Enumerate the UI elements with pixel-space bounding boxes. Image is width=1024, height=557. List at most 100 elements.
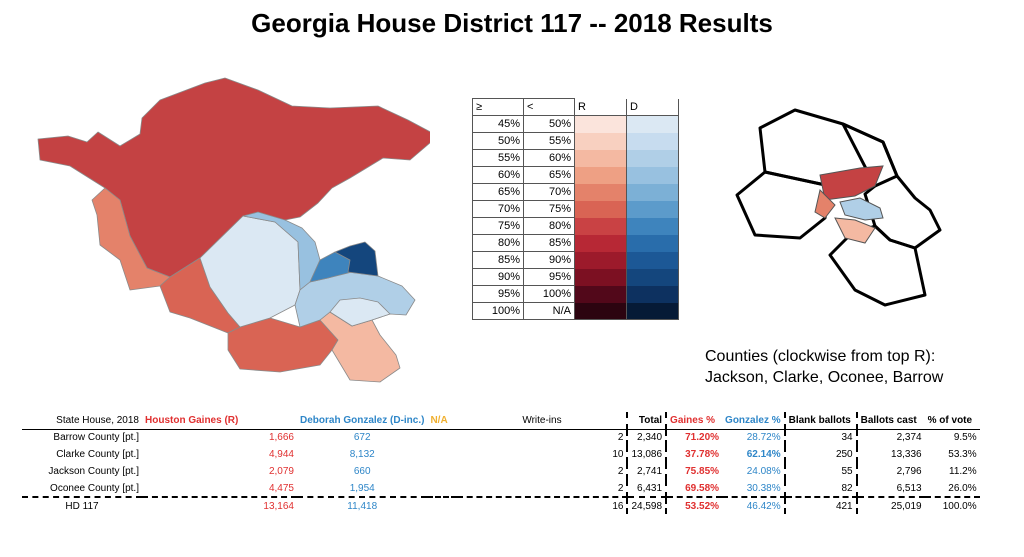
header-cell: Blank ballots [784, 412, 858, 430]
legend-row: 90% 95% [472, 268, 679, 286]
legend-r-swatch [574, 217, 627, 235]
legend-r-swatch [574, 268, 627, 286]
header-cell: Write-ins [457, 412, 629, 430]
legend-row: 55% 60% [472, 149, 679, 167]
table-cell: Clarke County [pt.] [56, 449, 139, 460]
header-cell: Houston Gaines (R) [142, 412, 297, 430]
legend-lower-bound: 70% [472, 200, 524, 218]
legend-upper-bound: 90% [523, 251, 575, 269]
legend-header-cell: D [626, 98, 679, 116]
table-cell: 2,741 [627, 463, 668, 480]
table-cell: 2 [457, 480, 629, 498]
table-cell: 34 [784, 429, 858, 446]
table-cell: 1,954 [297, 480, 428, 498]
table-cell: 16 [457, 497, 629, 514]
caption-line-2: Jackson, Clarke, Oconee, Barrow [705, 369, 944, 386]
legend-row: 85% 90% [472, 251, 679, 269]
table-cell: 13,164 [263, 500, 294, 512]
table-row: Oconee County [pt.] 4,475 1,954 2 6,431 69.58… [22, 480, 980, 498]
northwest-region [91, 187, 171, 291]
table-cell [427, 480, 458, 498]
legend-upper-bound: 55% [523, 132, 575, 150]
table-cell: 421 [784, 497, 858, 514]
table-row: Clarke County [pt.] 4,944 8,132 10 13,086 37.… [22, 446, 980, 463]
legend-row: 75% 80% [472, 217, 679, 235]
legend-d-swatch [626, 115, 679, 133]
table-cell: 2 [457, 429, 629, 446]
county-map [735, 108, 942, 307]
header-cell: % of vote [924, 412, 980, 430]
table-cell: 30.38% [722, 480, 786, 498]
legend-lower-bound: 75% [472, 217, 524, 235]
caption-line-1: Counties (clockwise from top R): [705, 348, 936, 365]
legend-lower-bound: 100% [472, 302, 524, 320]
legend-header-cell: R [574, 98, 627, 116]
district-south-shade [834, 217, 876, 244]
table-cell: Oconee County [pt.] [22, 480, 142, 498]
legend-header-cell: ≥ [472, 98, 524, 116]
barrow-county-outline [735, 170, 832, 240]
table-cell: 2,340 [627, 429, 668, 446]
legend-r-swatch [574, 285, 627, 303]
legend-lower-bound: 50% [472, 132, 524, 150]
table-cell: 2 [457, 463, 629, 480]
legend-r-swatch [574, 149, 627, 167]
table-cell: 55 [784, 463, 858, 480]
table-cell [427, 446, 457, 463]
legend-header-cell: < [523, 98, 575, 116]
legend-row: 95% 100% [472, 285, 679, 303]
legend-header-row: ≥ < R D [472, 98, 679, 116]
table-cell: 37.78% [685, 449, 720, 460]
header-cell: Deborah Gonzalez (D-inc.) [297, 412, 428, 430]
legend-upper-bound: 80% [523, 217, 575, 235]
table-cell: 6,513 [856, 480, 925, 498]
table-cell [427, 497, 457, 514]
legend-d-swatch [626, 183, 679, 201]
table-cell: 9.5% [953, 432, 977, 444]
table-cell: 13,336 [891, 449, 922, 460]
legend-upper-bound: N/A [523, 302, 575, 320]
district-map [37, 77, 430, 383]
district-center-shade [839, 197, 884, 221]
color-legend: ≥ < R D 45% 50% 50% 55% 55% 60% 60% 65% 65% 70% 70% 75%… [472, 98, 679, 320]
table-cell: 25,019 [891, 500, 922, 512]
legend-lower-bound: 85% [472, 251, 524, 269]
legend-d-swatch [626, 132, 679, 150]
legend-lower-bound: 80% [472, 234, 524, 252]
legend-row: 100% N/A [472, 302, 679, 320]
table-cell: 2,796 [896, 466, 922, 477]
table-cell: 53.3% [948, 449, 977, 460]
legend-upper-bound: 95% [523, 268, 575, 286]
legend-lower-bound: 45% [472, 115, 524, 133]
table-cell: 11.2% [949, 466, 977, 477]
legend-upper-bound: 50% [523, 115, 575, 133]
legend-d-swatch [626, 302, 679, 320]
legend-r-swatch [574, 251, 627, 269]
table-cell: 24.08% [722, 463, 786, 480]
table-cell: 100.0% [942, 500, 977, 512]
table-cell: 4,944 [268, 449, 294, 460]
legend-row: 80% 85% [472, 234, 679, 252]
table-cell [427, 463, 457, 480]
table-cell: 71.20% [685, 432, 720, 444]
southwest-region [227, 317, 339, 373]
table-header-row: State House, 2018 Houston Gaines (R) Deb… [22, 412, 980, 430]
legend-lower-bound: 55% [472, 149, 524, 167]
legend-upper-bound: 75% [523, 200, 575, 218]
legend-r-swatch [574, 234, 627, 252]
header-cell: Gonzalez % [722, 412, 786, 430]
legend-d-swatch [626, 166, 679, 184]
legend-lower-bound: 95% [472, 285, 524, 303]
table-cell: 4,475 [142, 480, 297, 498]
legend-d-swatch [626, 268, 679, 286]
table-cell: 1,666 [268, 432, 294, 444]
district-north-shade [819, 165, 884, 201]
legend-d-swatch [626, 251, 679, 269]
page-title: Georgia House District 117 -- 2018 Resul… [251, 8, 773, 38]
table-cell: 8,132 [349, 449, 375, 460]
table-cell: 24,598 [627, 497, 668, 514]
county-caption: Counties (clockwise from top R): Jackson… [705, 346, 943, 388]
table-row: HD 117 13,164 11,418 16 24,598 53.52% 46.42% 42… [22, 497, 980, 514]
legend-row: 70% 75% [472, 200, 679, 218]
table-cell [427, 429, 457, 446]
